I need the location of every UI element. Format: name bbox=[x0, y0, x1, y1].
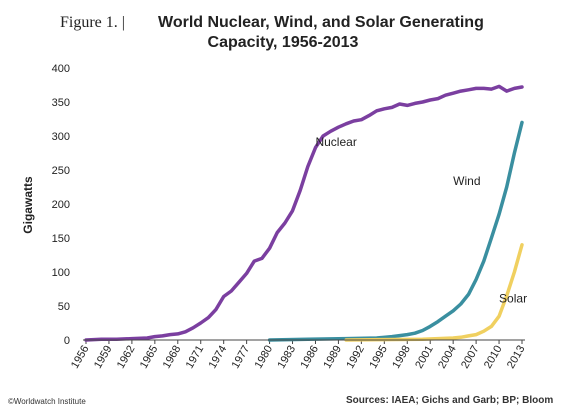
x-tick-label: 1968 bbox=[161, 344, 184, 371]
y-tick-label: 50 bbox=[58, 301, 70, 313]
x-tick-label: 2001 bbox=[413, 344, 436, 371]
series-line-solar bbox=[344, 243, 524, 342]
x-tick-label: 1956 bbox=[69, 344, 92, 371]
x-tick-label: 1986 bbox=[298, 344, 321, 371]
y-tick-label: 400 bbox=[52, 63, 70, 75]
x-tick-label: 2010 bbox=[482, 343, 505, 370]
series-line-wind bbox=[267, 120, 524, 342]
x-axis: 1956 1959 1962 1965 1968 1971 1974 1977 1980 1983… bbox=[69, 340, 528, 371]
y-tick-label: 100 bbox=[52, 267, 70, 279]
figure-heading: Figure 1. | World Nuclear, Wind, and Sol… bbox=[60, 14, 484, 51]
series-label-nuclear: Nuclear bbox=[315, 135, 356, 149]
x-tick-label: 1995 bbox=[367, 344, 390, 371]
x-tick-label: 1974 bbox=[207, 344, 230, 371]
figure-number: Figure 1. | bbox=[60, 14, 125, 31]
figure-title-line-2: Capacity, 1956-2013 bbox=[208, 34, 359, 51]
series-label-wind: Wind bbox=[453, 174, 480, 188]
y-axis-label: Gigawatts bbox=[21, 176, 35, 234]
series-line-nuclear bbox=[84, 84, 524, 342]
y-tick-label: 150 bbox=[52, 233, 70, 245]
x-tick-label: 1977 bbox=[230, 344, 253, 371]
copyright-credit: ©Worldwatch Institute bbox=[8, 397, 86, 406]
y-tick-label: 0 bbox=[64, 335, 70, 347]
x-tick-label: 1962 bbox=[115, 344, 138, 371]
x-tick-label: 2007 bbox=[459, 344, 482, 371]
x-tick-label: 1980 bbox=[253, 344, 276, 371]
series-lines bbox=[84, 84, 524, 342]
y-tick-label: 250 bbox=[52, 165, 70, 177]
x-tick-label: 1983 bbox=[275, 344, 298, 371]
y-tick-label: 200 bbox=[52, 199, 70, 211]
x-tick-label: 1971 bbox=[184, 344, 207, 371]
x-tick-label: 1992 bbox=[344, 344, 367, 371]
series-label-solar: Solar bbox=[499, 292, 527, 306]
figure-title-line-1: World Nuclear, Wind, and Solar Generatin… bbox=[158, 14, 484, 31]
x-tick-label: 1998 bbox=[390, 344, 413, 371]
x-tick-label: 2013 bbox=[505, 344, 528, 371]
x-tick-label: 1965 bbox=[138, 344, 161, 371]
x-tick-label: 1989 bbox=[321, 344, 344, 371]
source-note: Sources: IAEA; Gichs and Garb; BP; Bloom bbox=[346, 395, 553, 406]
y-axis: 0 50 100 150 200 250 300 350 400 bbox=[52, 63, 70, 347]
y-tick-label: 350 bbox=[52, 97, 70, 109]
y-tick-label: 300 bbox=[52, 131, 70, 143]
x-tick-label: 2004 bbox=[436, 344, 459, 371]
series-labels: Nuclear Wind Solar bbox=[315, 135, 527, 305]
x-tick-label: 1959 bbox=[92, 344, 115, 371]
